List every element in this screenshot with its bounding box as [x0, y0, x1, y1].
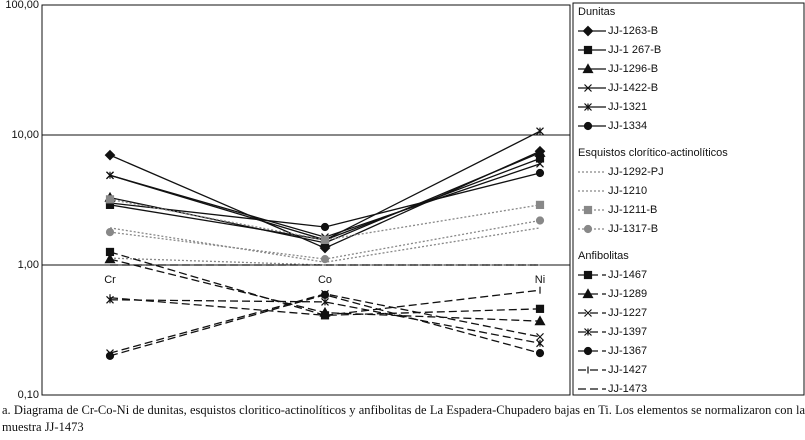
- legend-marker: [583, 45, 593, 55]
- x-tick-label: Ni: [535, 274, 545, 286]
- x-tick-label: Cr: [104, 274, 116, 286]
- legend-label: JJ-1367: [608, 345, 647, 357]
- marker: [535, 200, 545, 209]
- marker: [320, 235, 330, 244]
- legend-label: JJ-1289: [608, 288, 647, 300]
- x-tick-label: Co: [318, 274, 332, 286]
- marker: [535, 349, 545, 358]
- legend-label: JJ-1263-B: [608, 25, 658, 37]
- legend-label: JJ-1210: [608, 185, 647, 197]
- y-tick-label: 10,00: [11, 129, 39, 141]
- y-tick-label: 0,10: [18, 389, 39, 400]
- series-line: [109, 299, 541, 344]
- marker: [536, 127, 544, 136]
- legend-label: JJ-1397: [608, 326, 647, 338]
- legend-marker: [583, 346, 593, 356]
- legend-group-title: Anfibolitas: [578, 250, 629, 262]
- legend-label: JJ-1467: [608, 269, 647, 281]
- legend-marker: [582, 63, 594, 74]
- marker: [320, 255, 330, 264]
- legend-group-title: Esquistos clorítico-actinolíticos: [578, 147, 728, 159]
- legend-label: JJ-1211-B: [608, 204, 657, 216]
- marker: [534, 147, 546, 157]
- series-line: [109, 198, 541, 241]
- chart: 0,10 1,00 10,00 100,00 Cr Co Ni Dunitas JJ-1263-…: [5, 0, 805, 400]
- legend-marker: [584, 328, 592, 336]
- legend-group-title: Dunitas: [578, 6, 616, 18]
- legend-label: JJ-1296-B: [608, 63, 658, 75]
- caption: a. Diagrama de Cr-Co-Ni de dunitas, esqu…: [2, 403, 805, 434]
- y-tick-label: 100,00: [5, 0, 39, 11]
- marker: [105, 228, 115, 237]
- legend-marker: [582, 25, 594, 37]
- marker: [536, 159, 544, 168]
- marker: [536, 339, 544, 348]
- marker: [105, 351, 115, 360]
- legend-label: JJ-1422-B: [608, 82, 658, 94]
- marker: [321, 297, 329, 306]
- marker: [535, 216, 545, 225]
- marker: [106, 171, 114, 180]
- legend-marker: [583, 270, 593, 280]
- legend-label: JJ-1 267-B: [608, 44, 661, 56]
- legend-marker: [583, 121, 593, 131]
- marker: [534, 315, 546, 326]
- legend-marker: [584, 309, 592, 317]
- legend-label: JJ-1334: [608, 120, 647, 132]
- series-line: [109, 172, 541, 228]
- legend-label: JJ-1317-B: [608, 223, 658, 235]
- legend-label: JJ-1473: [608, 383, 647, 395]
- marker: [105, 195, 115, 204]
- legend-marker: [584, 84, 592, 92]
- marker: [536, 332, 544, 341]
- legend-label: JJ-1227: [608, 307, 647, 319]
- legend-label: JJ-1292-PJ: [608, 166, 664, 178]
- legend-marker: [583, 205, 593, 215]
- legend-marker: [583, 224, 593, 234]
- legend-label: JJ-1321: [608, 101, 647, 113]
- series-line: [109, 251, 541, 316]
- series-line: [109, 289, 541, 316]
- marker: [104, 149, 116, 161]
- legend-label: JJ-1427: [608, 364, 647, 376]
- marker: [535, 304, 545, 313]
- legend-frame: [572, 2, 805, 396]
- marker: [320, 222, 330, 232]
- y-tick-label: 1,00: [18, 259, 39, 271]
- series-line: [109, 150, 541, 249]
- legend-marker: [582, 288, 594, 299]
- marker: [320, 290, 330, 299]
- marker: [535, 168, 545, 178]
- marker: [104, 253, 116, 264]
- legend-marker: [584, 103, 592, 111]
